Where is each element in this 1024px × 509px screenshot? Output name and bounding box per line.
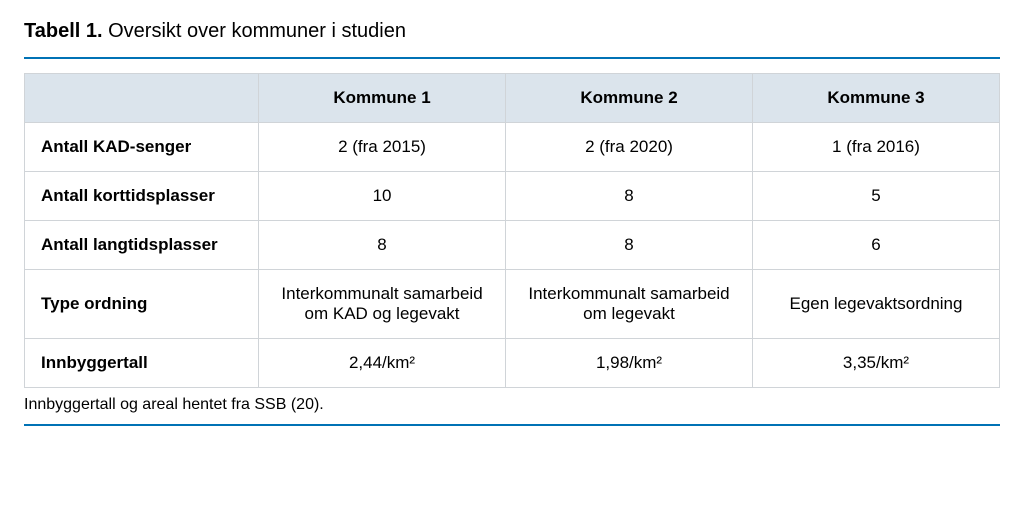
cell: 2,44/km² [259, 339, 506, 388]
table-row: Antall langtidsplasser 8 8 6 [25, 221, 1000, 270]
row-label: Antall korttidsplasser [25, 172, 259, 221]
table-header-col1: Kommune 1 [259, 74, 506, 123]
cell: 2 (fra 2020) [506, 123, 753, 172]
row-label: Type ordning [25, 270, 259, 339]
table-row: Antall KAD-senger 2 (fra 2015) 2 (fra 20… [25, 123, 1000, 172]
cell: 5 [753, 172, 1000, 221]
cell: 6 [753, 221, 1000, 270]
cell: 1,98/km² [506, 339, 753, 388]
table-title: Tabell 1. Oversikt over kommuner i studi… [24, 20, 1000, 43]
cell: 10 [259, 172, 506, 221]
table-header-col3: Kommune 3 [753, 74, 1000, 123]
table-footnote: Innbyggertall og areal hentet fra SSB (2… [24, 396, 1000, 414]
table-title-caption: Oversikt over kommuner i studien [108, 20, 406, 42]
table-row: Innbyggertall 2,44/km² 1,98/km² 3,35/km² [25, 339, 1000, 388]
row-label: Antall langtidsplasser [25, 221, 259, 270]
table-header-col2: Kommune 2 [506, 74, 753, 123]
table-header-row: Kommune 1 Kommune 2 Kommune 3 [25, 74, 1000, 123]
cell: Interkommunalt samarbeid om legevakt [506, 270, 753, 339]
cell: 2 (fra 2015) [259, 123, 506, 172]
cell: Interkommunalt samarbeid om KAD og legev… [259, 270, 506, 339]
top-rule [24, 57, 1000, 59]
cell: 8 [506, 221, 753, 270]
bottom-rule [24, 424, 1000, 426]
cell: 8 [506, 172, 753, 221]
cell: 3,35/km² [753, 339, 1000, 388]
row-label: Innbyggertall [25, 339, 259, 388]
table-row: Antall korttidsplasser 10 8 5 [25, 172, 1000, 221]
table-header-blank [25, 74, 259, 123]
cell: 8 [259, 221, 506, 270]
cell: 1 (fra 2016) [753, 123, 1000, 172]
cell: Egen legevaktsordning [753, 270, 1000, 339]
table-title-label: Tabell 1. [24, 20, 103, 42]
data-table: Kommune 1 Kommune 2 Kommune 3 Antall KAD… [24, 73, 1000, 388]
row-label: Antall KAD-senger [25, 123, 259, 172]
table-row: Type ordning Interkommunalt samarbeid om… [25, 270, 1000, 339]
